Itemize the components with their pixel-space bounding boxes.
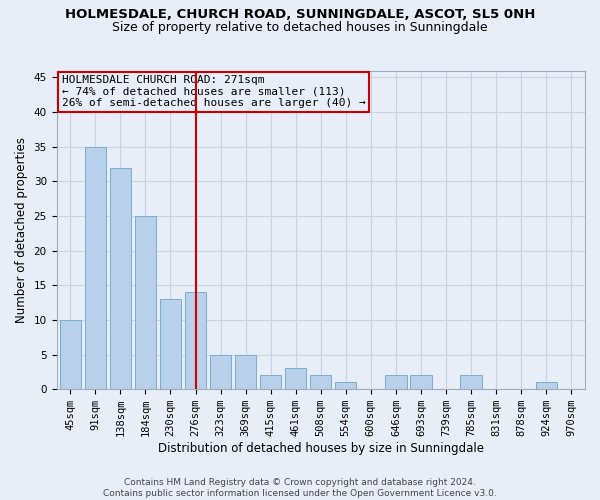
Bar [410,376,431,389]
Bar [59,320,81,389]
Bar [260,376,281,389]
Bar [135,216,156,389]
Text: Contains HM Land Registry data © Crown copyright and database right 2024.
Contai: Contains HM Land Registry data © Crown c… [103,478,497,498]
Bar [85,146,106,389]
Text: Size of property relative to detached houses in Sunningdale: Size of property relative to detached ho… [112,21,488,34]
Bar [335,382,356,389]
Bar [285,368,307,389]
Bar [160,299,181,389]
Y-axis label: Number of detached properties: Number of detached properties [15,137,28,323]
Text: HOLMESDALE CHURCH ROAD: 271sqm
← 74% of detached houses are smaller (113)
26% of: HOLMESDALE CHURCH ROAD: 271sqm ← 74% of … [62,76,365,108]
X-axis label: Distribution of detached houses by size in Sunningdale: Distribution of detached houses by size … [158,442,484,455]
Bar [235,354,256,389]
Text: HOLMESDALE, CHURCH ROAD, SUNNINGDALE, ASCOT, SL5 0NH: HOLMESDALE, CHURCH ROAD, SUNNINGDALE, AS… [65,8,535,21]
Bar [460,376,482,389]
Bar [185,292,206,389]
Bar [310,376,331,389]
Bar [210,354,231,389]
Bar [536,382,557,389]
Bar [385,376,407,389]
Bar [110,168,131,389]
